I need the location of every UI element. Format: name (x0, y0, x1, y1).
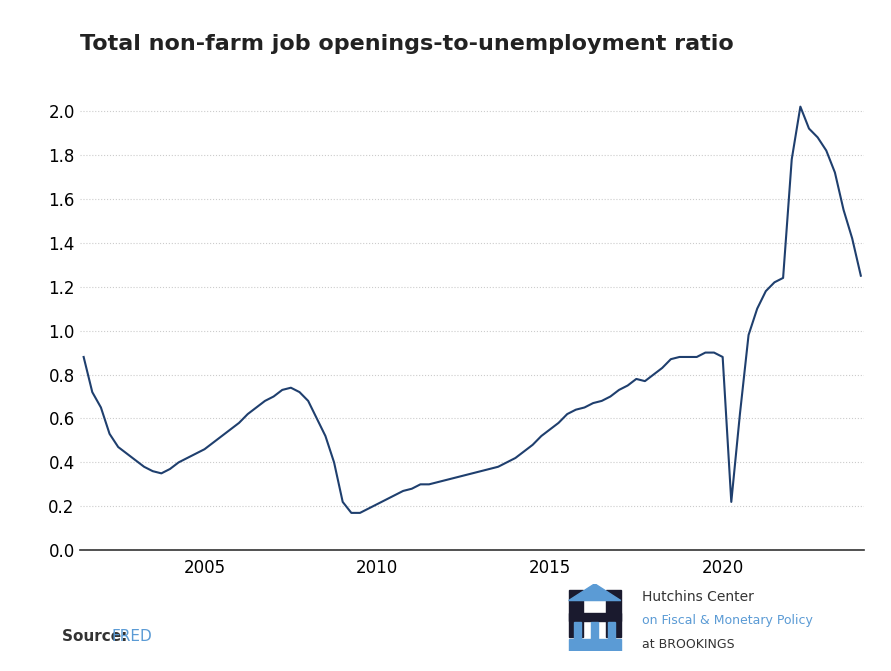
Bar (608, 622, 615, 639)
Text: Total non-farm job openings-to-unemployment ratio: Total non-farm job openings-to-unemploym… (80, 34, 734, 54)
Text: FRED: FRED (111, 629, 152, 644)
Text: at BROOKINGS: at BROOKINGS (642, 638, 734, 651)
Polygon shape (568, 584, 621, 601)
Bar (568, 613, 621, 621)
Bar (568, 639, 621, 651)
Bar (575, 622, 582, 639)
Text: Hutchins Center: Hutchins Center (642, 590, 754, 604)
Bar (606, 590, 621, 637)
Bar (592, 622, 598, 639)
Text: on Fiscal & Monetary Policy: on Fiscal & Monetary Policy (642, 615, 813, 627)
Text: Source:: Source: (62, 629, 133, 644)
Bar (568, 590, 584, 637)
